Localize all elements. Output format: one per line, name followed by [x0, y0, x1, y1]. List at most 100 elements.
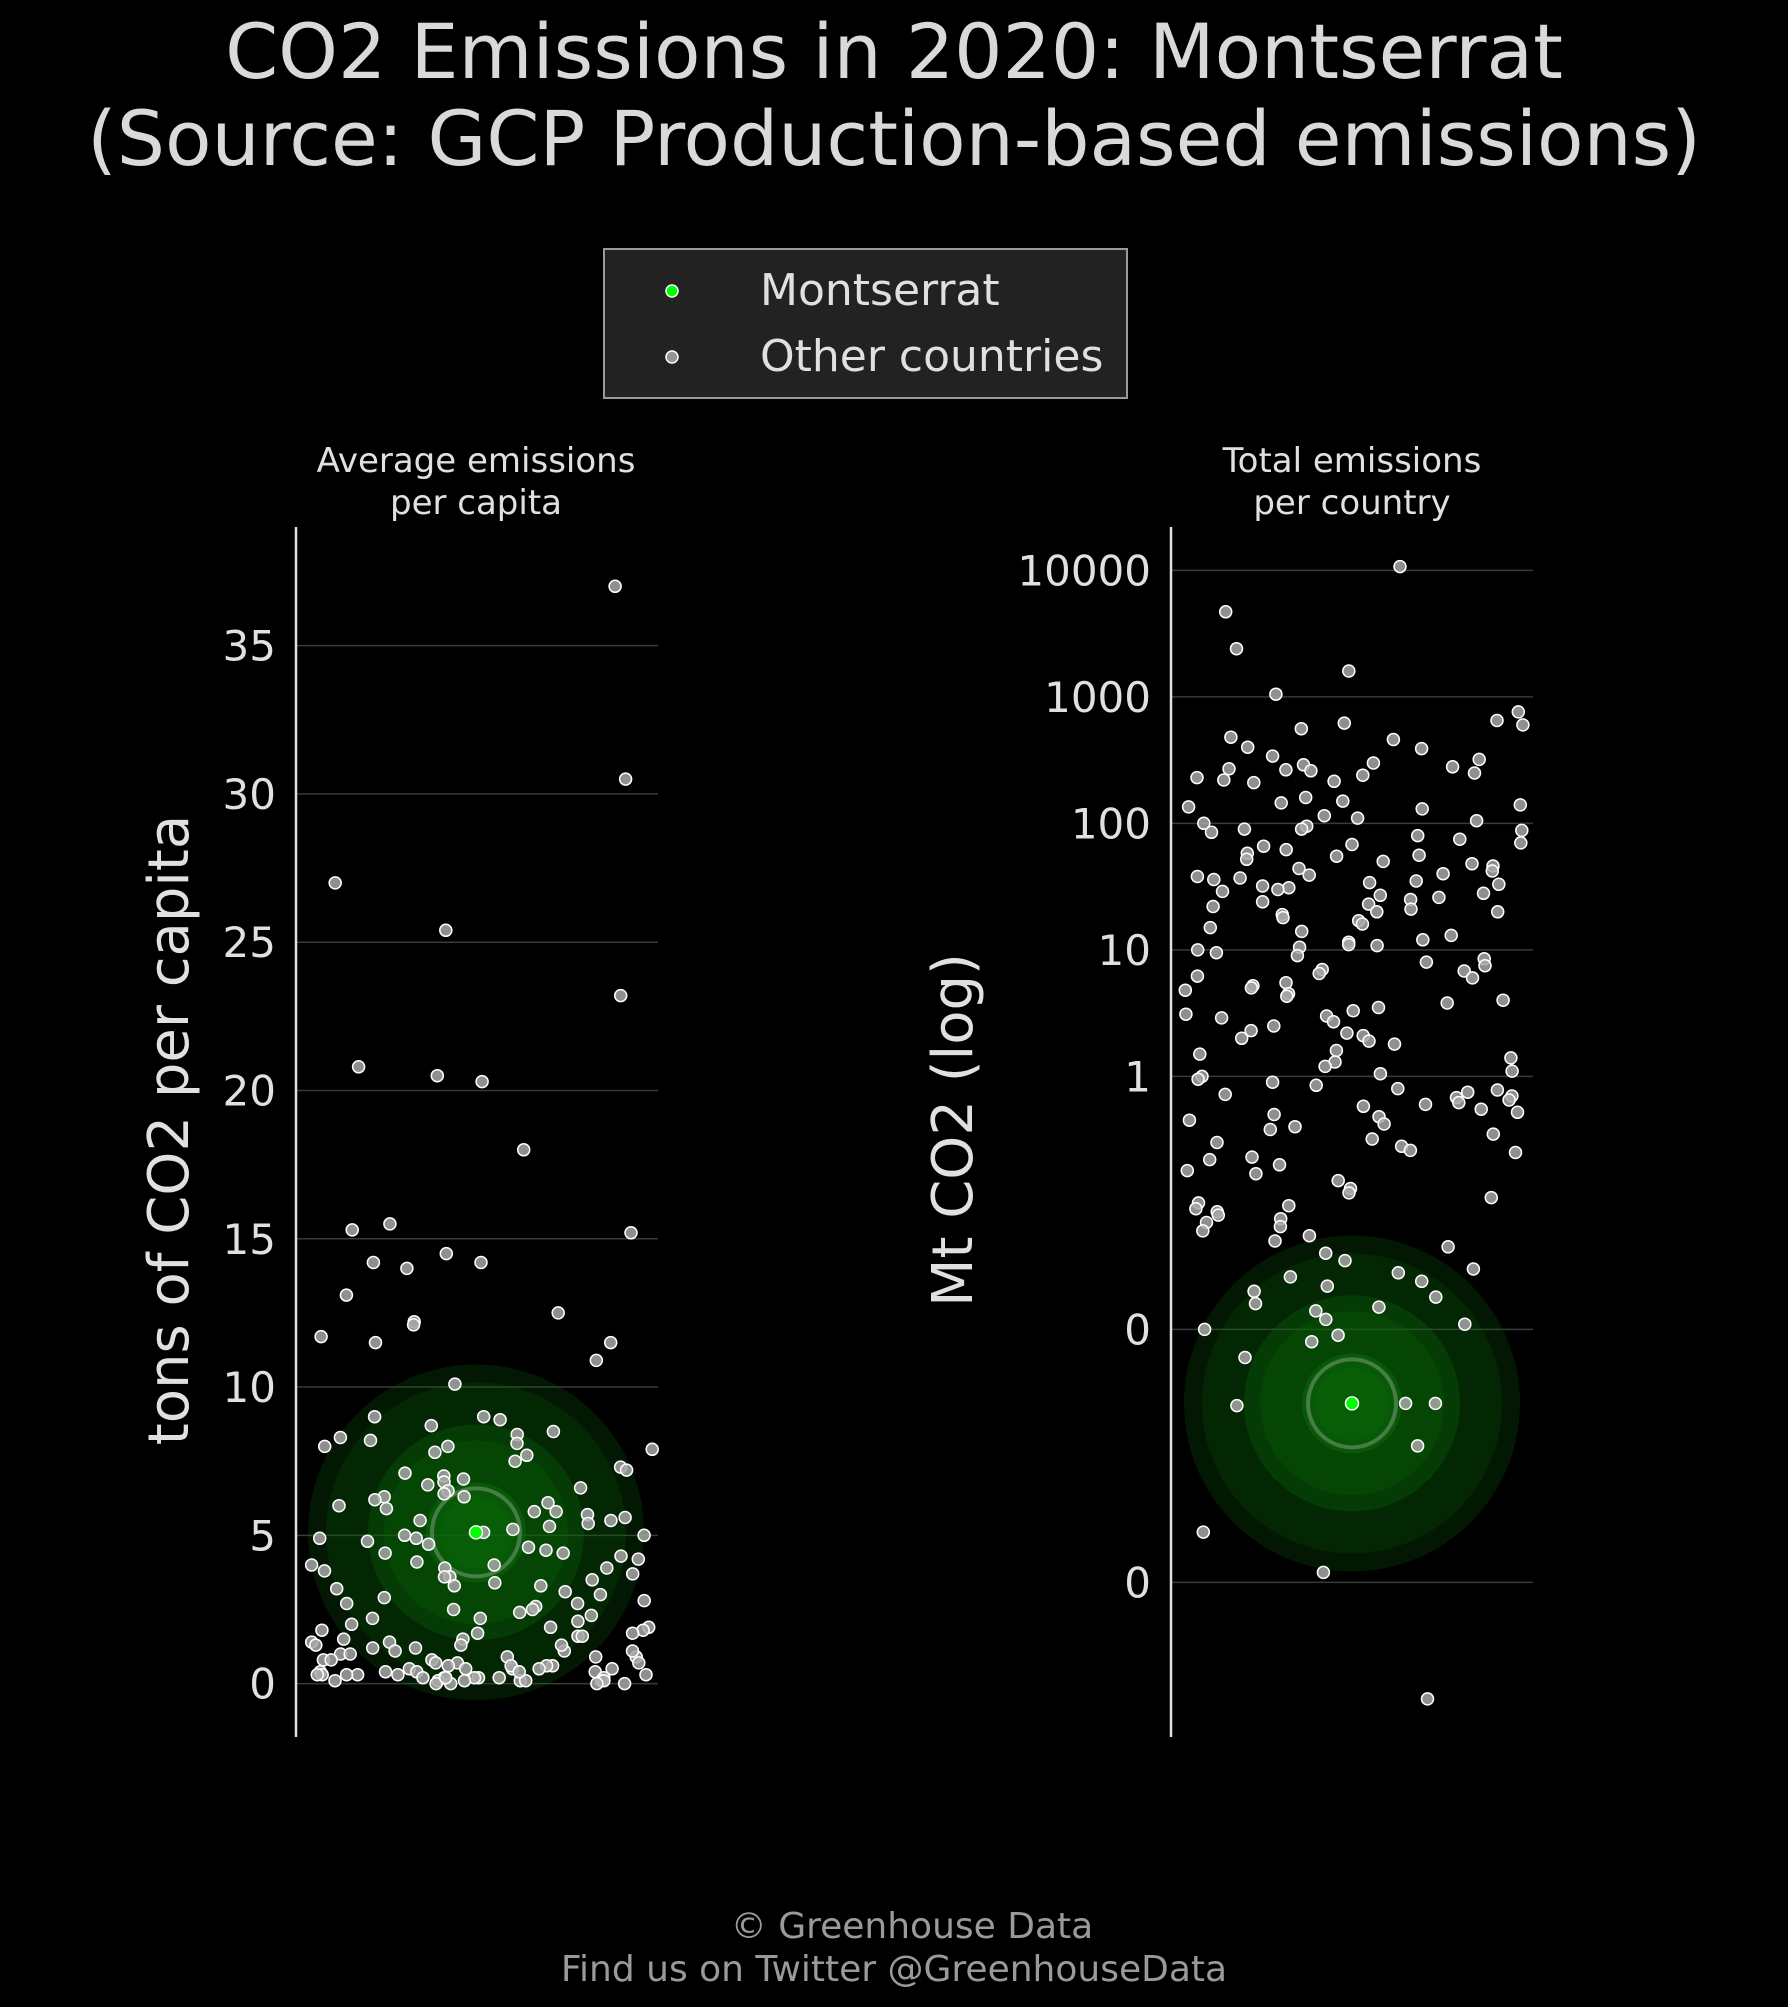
total-point-other [1418, 1097, 1433, 1112]
total-point-other [1282, 880, 1296, 895]
per-capita-point-other [421, 1537, 436, 1551]
per-capita-point-other [554, 1638, 569, 1652]
per-capita-point-other [589, 1353, 604, 1368]
footer-copyright: © Greenhouse Data [731, 1906, 1093, 1947]
total-point-other [1341, 937, 1356, 952]
panel-total-ticks: 0 0 1 10 100 1000 10000 [1017, 546, 1151, 1607]
total-point-other [1410, 828, 1425, 843]
per-capita-point-other [600, 1561, 614, 1575]
total-point-other [1508, 1145, 1523, 1160]
total-point-other [1510, 1105, 1525, 1120]
total-point-other [1469, 813, 1484, 828]
legend-label-other: Other countries [760, 331, 1103, 382]
per-capita-point-other [339, 1288, 354, 1302]
total-point-other [1361, 897, 1376, 911]
total-point-other [1196, 1224, 1210, 1238]
total-point-other [1345, 837, 1359, 852]
total-point-other [1326, 1015, 1341, 1029]
total-point-other [1490, 905, 1505, 919]
total-point-other [1203, 920, 1218, 935]
per-capita-point-other [438, 1670, 453, 1685]
per-capita-point-other [525, 1602, 540, 1617]
total-point-other [1428, 1396, 1443, 1411]
total-point-other [1458, 1317, 1472, 1331]
per-capita-point-other [317, 1439, 332, 1454]
total-point-other [1222, 762, 1236, 776]
total-point-other [1511, 705, 1526, 719]
total-point-other [1207, 872, 1221, 887]
total-point-other [1288, 1119, 1302, 1134]
per-capita-tick-label: 5 [249, 1511, 276, 1560]
total-point-other [1460, 1085, 1475, 1099]
per-capita-point-other [315, 1623, 329, 1637]
panel-total-ylabel: Mt CO2 (log) [921, 953, 986, 1307]
panel-total: Total emissions per country Mt CO2 (log)… [921, 441, 1533, 1737]
total-point-other [1279, 842, 1293, 857]
per-capita-point-other [542, 1519, 557, 1534]
per-capita-point-other [416, 1670, 430, 1685]
total-point-other [1197, 816, 1211, 831]
total-tick-label: 100 [1071, 799, 1151, 848]
total-point-other [1245, 1150, 1259, 1164]
total-point-other [1273, 1219, 1288, 1234]
per-capita-point-other [603, 1335, 618, 1350]
total-point-other [1309, 1078, 1323, 1093]
per-capita-point-other [408, 1641, 423, 1655]
per-capita-point-other [487, 1558, 501, 1572]
total-point-other [1386, 732, 1401, 747]
per-capita-point-other [581, 1516, 595, 1531]
total-point-other [1342, 1186, 1356, 1200]
per-capita-point-other [588, 1650, 603, 1664]
per-capita-tick-label: 10 [223, 1363, 276, 1412]
total-point-other [1230, 1398, 1244, 1413]
total-point-other [1331, 1328, 1345, 1342]
panel-total-subtitle-line-2: per country [1253, 483, 1450, 523]
total-point-other [1486, 1127, 1501, 1141]
per-capita-point-other [558, 1584, 572, 1599]
per-capita-point-other [508, 1454, 522, 1468]
total-point-other [1514, 836, 1528, 850]
per-capita-point-other [617, 1676, 632, 1691]
total-point-other [1452, 1095, 1466, 1110]
per-capita-point-other [457, 1673, 472, 1688]
legend: Montserrat Other countries [603, 248, 1128, 399]
per-capita-point-other [492, 1670, 506, 1685]
per-capita-point-other [625, 1567, 640, 1581]
total-point-other [1279, 975, 1293, 990]
total-point-other [1467, 766, 1482, 780]
total-point-other [1282, 1198, 1296, 1213]
total-point-other [1265, 1075, 1280, 1089]
total-point-other [1515, 823, 1529, 838]
total-point-other [1229, 641, 1244, 656]
per-capita-tick-label: 25 [223, 918, 276, 967]
per-capita-point-other [532, 1662, 546, 1676]
per-capita-point-other [473, 1611, 488, 1626]
total-point-other [1492, 877, 1506, 892]
total-point-other [1179, 1007, 1193, 1021]
per-capita-point-other [637, 1528, 651, 1543]
total-point-other [1240, 740, 1255, 754]
total-point-other [1404, 902, 1418, 916]
total-point-other [1420, 1692, 1435, 1706]
per-capita-point-other [350, 1667, 365, 1682]
per-capita-point-other [336, 1632, 351, 1646]
per-capita-point-other [585, 1573, 599, 1587]
total-point-other [1181, 800, 1196, 814]
total-point-other [1370, 905, 1384, 919]
per-capita-point-other [534, 1579, 548, 1593]
total-point-other [1372, 1300, 1386, 1314]
per-capita-point-other [365, 1641, 380, 1655]
per-capita-point-other [332, 1498, 346, 1513]
per-capita-point-other [590, 1676, 604, 1691]
per-capita-point-other [604, 1513, 618, 1528]
total-point-other [1298, 790, 1313, 805]
legend-box [603, 248, 1128, 399]
total-point-other [1356, 768, 1370, 782]
total-point-other [1214, 1011, 1229, 1025]
total-point-other [1234, 1031, 1249, 1046]
per-capita-point-other [365, 1611, 380, 1626]
per-capita-point-other [329, 1581, 344, 1596]
per-capita-point-other [410, 1555, 424, 1569]
per-capita-point-other [400, 1261, 414, 1276]
total-point-other [1190, 969, 1205, 983]
